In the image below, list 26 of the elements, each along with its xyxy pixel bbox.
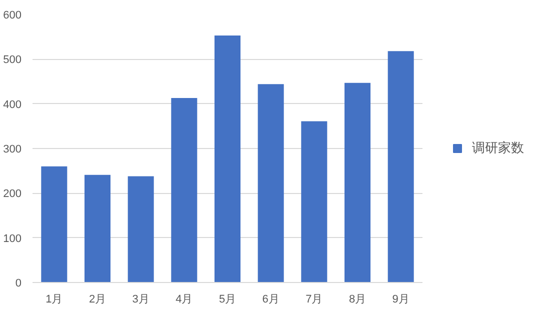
x-tick-label: 3月 <box>132 294 150 306</box>
y-tick-label: 100 <box>3 232 22 245</box>
y-tick-label: 200 <box>3 188 22 200</box>
bar <box>344 82 370 282</box>
x-tick-label: 2月 <box>88 294 106 306</box>
bar <box>128 176 154 282</box>
x-tick-label: 1月 <box>46 294 63 306</box>
legend-label: 调研家数 <box>472 139 524 157</box>
y-tick-label: 0 <box>15 278 22 290</box>
y-tick-label: 300 <box>3 144 22 156</box>
x-tick-label: 6月 <box>262 294 280 306</box>
bar <box>388 51 414 282</box>
x-tick-label: 5月 <box>218 294 236 306</box>
x-tick-label: 8月 <box>348 294 366 306</box>
x-tick-label: 9月 <box>392 294 410 306</box>
y-tick-label: 500 <box>3 54 22 66</box>
y-tick-label: 400 <box>3 98 22 111</box>
x-tick-label: 4月 <box>176 294 193 306</box>
bar <box>301 121 328 282</box>
y-tick-label: 600 <box>3 10 22 22</box>
bar <box>84 174 110 282</box>
bar <box>258 84 284 282</box>
bar <box>171 98 198 282</box>
bar <box>41 166 68 282</box>
x-tick-label: 7月 <box>306 294 323 306</box>
bar <box>214 35 240 282</box>
